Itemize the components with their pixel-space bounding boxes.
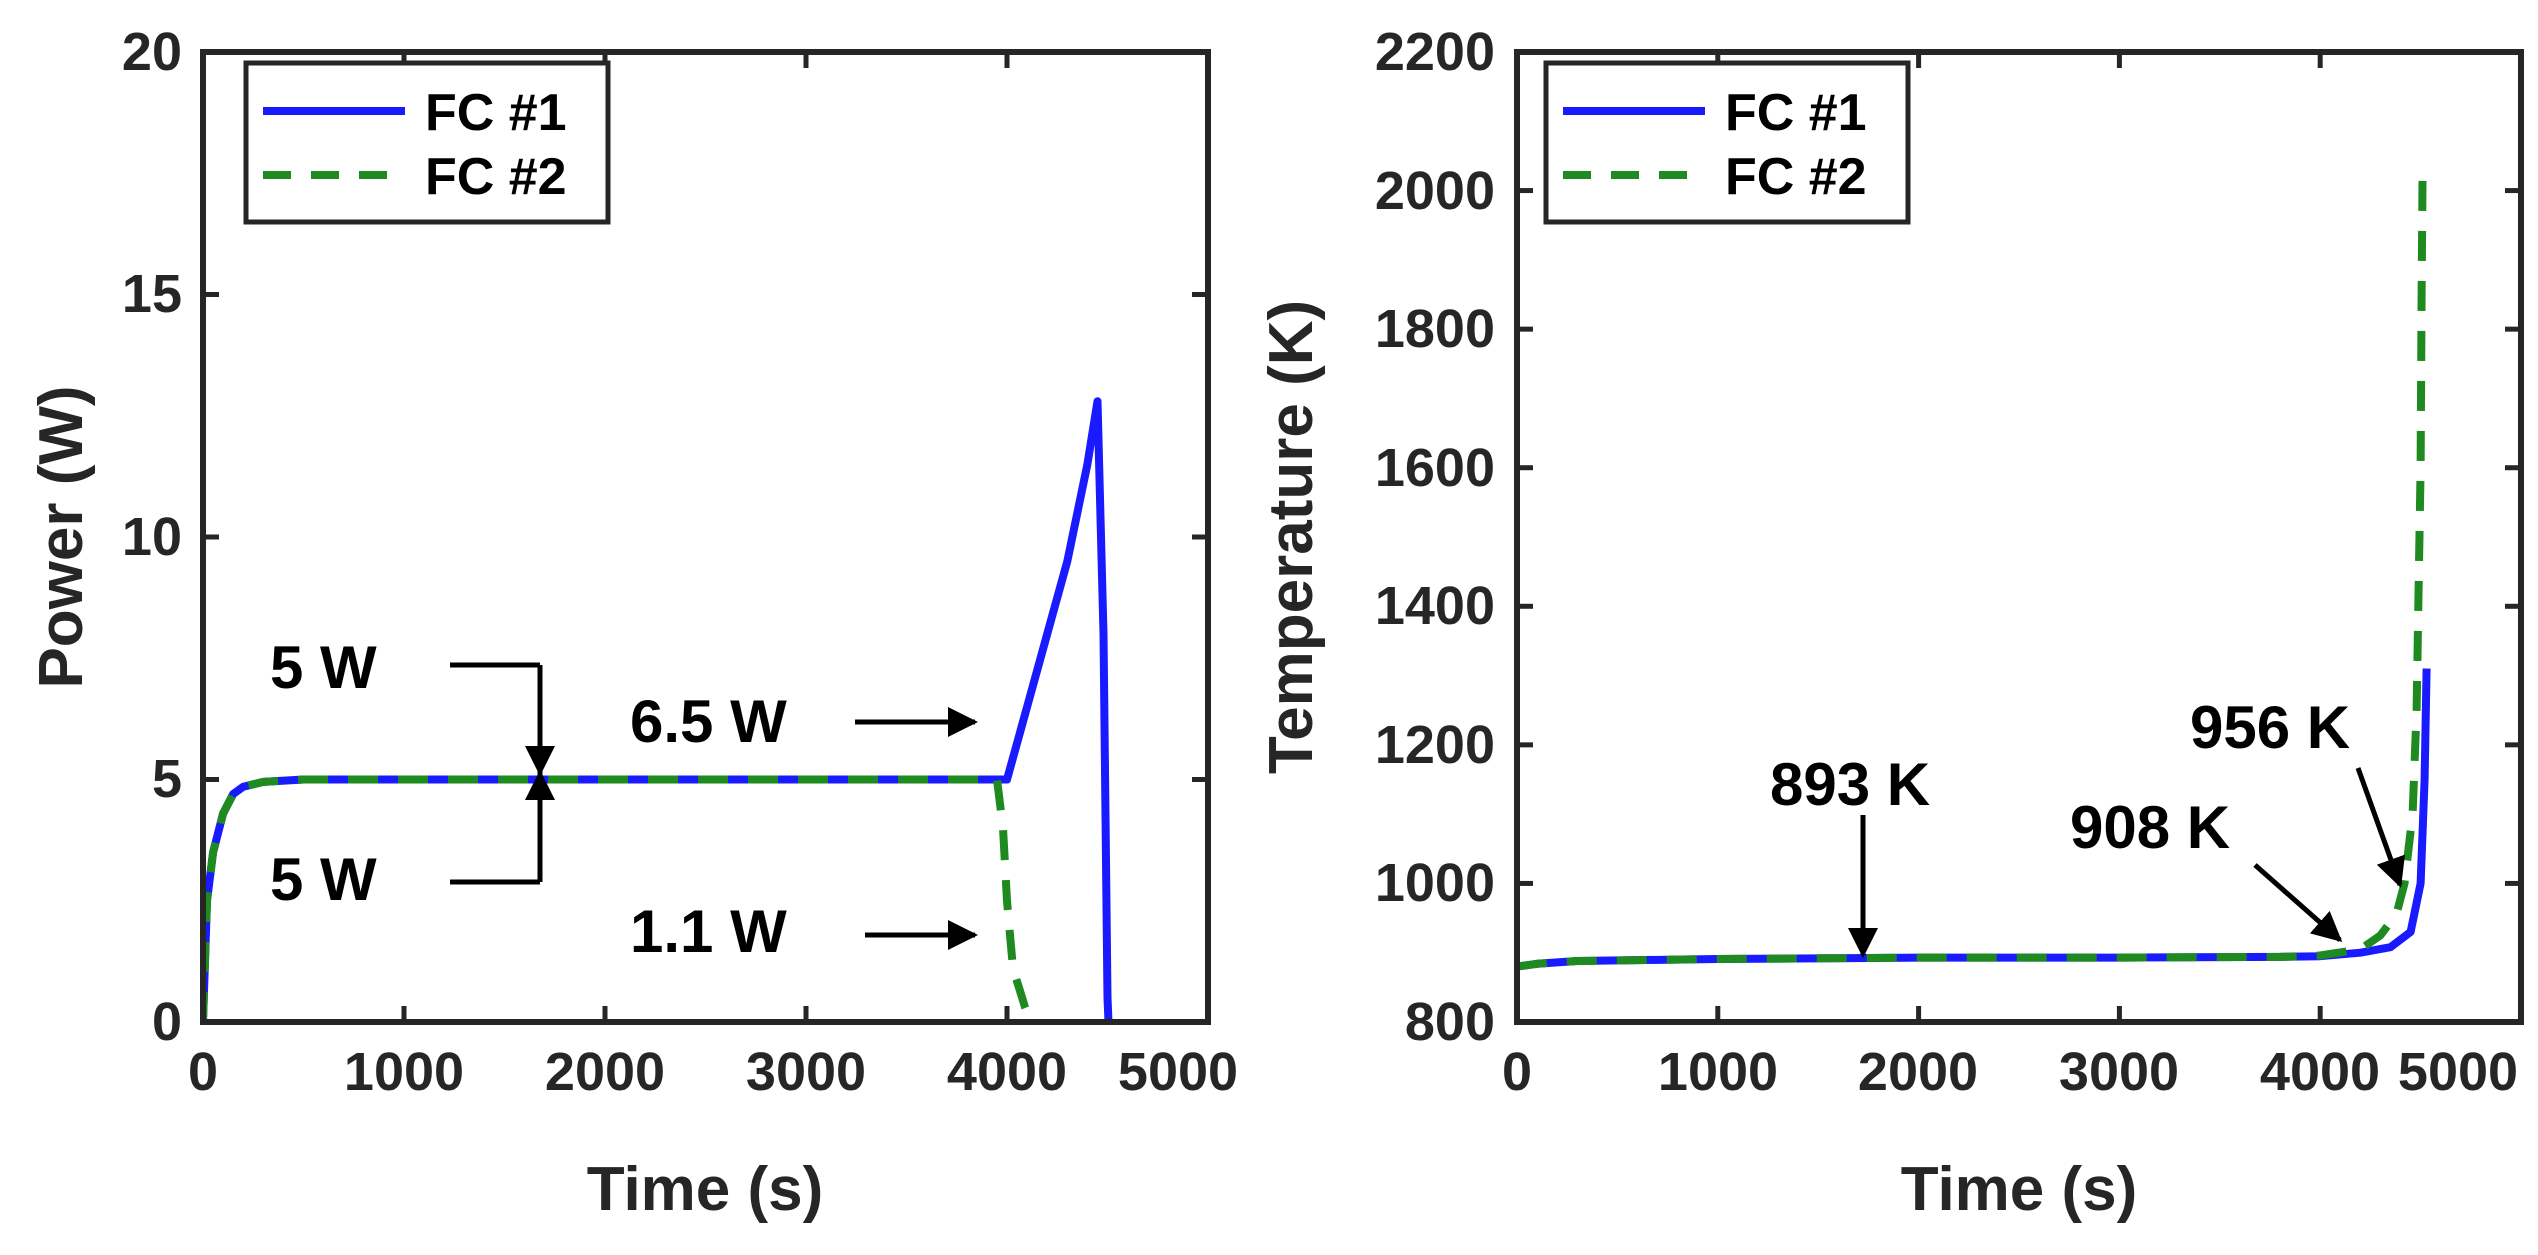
temperature-y-tick-label: 1400 [1375,576,1495,636]
power-y-tick-labels: 0 5 10 15 20 [122,22,182,1052]
power-y-axis-label: Power (W) [27,385,96,688]
power-chart: 0 1000 2000 3000 4000 5000 0 5 10 15 20 … [27,22,1238,1224]
power-x-tick-label: 0 [188,1042,218,1102]
temperature-y-tick-label: 1200 [1375,715,1495,775]
power-annotation-label: 5 W [270,846,377,913]
temperature-x-tick-label: 0 [1502,1042,1532,1102]
temperature-legend-label-fc1: FC #1 [1725,84,1867,142]
power-axes-box [200,49,1211,1025]
temperature-x-tick-labels: 0 1000 2000 3000 4000 5000 [1502,1042,2518,1102]
power-annotations: 5 W 5 W 6.5 W 1.1 W [270,634,978,965]
temperature-x-tick-label: 5000 [2398,1042,2518,1102]
power-x-tick-label: 2000 [545,1042,665,1102]
power-legend: FC #1 FC #2 [243,60,611,225]
power-x-tick-label: 3000 [746,1042,866,1102]
power-series [203,397,1113,1022]
temperature-annotations: 893 K 956 K 908 K [1770,694,2405,958]
power-x-tick-label: 5000 [1118,1042,1238,1102]
temperature-y-tick-label: 2000 [1375,161,1495,221]
power-annotation-label: 5 W [270,634,377,701]
temperature-series [1517,169,2431,971]
temperature-legend-label-fc2: FC #2 [1725,148,1867,206]
temperature-axes-box [1514,49,2524,1025]
power-y-tick-label: 0 [152,992,182,1052]
temperature-y-axis-label: Temperature (K) [1257,300,1326,774]
temperature-y-tick-label: 1000 [1375,853,1495,913]
temperature-series-fc2 [1517,169,2427,971]
power-y-tick-label: 5 [152,749,182,809]
temperature-x-tick-label: 2000 [1858,1042,1978,1102]
temperature-x-tick-label: 4000 [2260,1042,2380,1102]
temperature-y-tick-label: 800 [1405,992,1495,1052]
temperature-annotation-arrow [2253,863,2343,942]
power-x-tick-label: 1000 [344,1042,464,1102]
temperature-annotation-label: 893 K [1770,751,1930,818]
temperature-x-tick-label: 1000 [1658,1042,1778,1102]
temperature-legend-box [1543,60,1911,225]
temperature-annotation-label: 956 K [2190,694,2350,761]
power-legend-box [243,60,611,225]
power-y-tick-label: 15 [122,264,182,324]
temperature-x-tick-label: 3000 [2059,1042,2179,1102]
temperature-series-fc1 [1517,668,2431,971]
power-annotation-label: 6.5 W [630,688,787,755]
power-x-axis-label: Time (s) [587,1155,824,1224]
temperature-y-tick-label: 1800 [1375,299,1495,359]
power-legend-label-fc2: FC #2 [425,148,567,206]
temperature-chart: 0 1000 2000 3000 4000 5000 800 1000 1200… [1257,22,2524,1224]
power-series-fc2 [203,775,1033,1022]
power-y-tick-label: 20 [122,22,182,82]
temperature-legend: FC #1 FC #2 [1543,60,1911,225]
power-x-tick-labels: 0 1000 2000 3000 4000 5000 [188,1042,1238,1102]
power-legend-label-fc1: FC #1 [425,84,567,142]
power-y-tick-label: 10 [122,507,182,567]
temperature-y-tick-labels: 800 1000 1200 1400 1600 1800 2000 2200 [1375,22,1495,1052]
power-x-tick-label: 4000 [947,1042,1067,1102]
power-annotation-label: 1.1 W [630,898,787,965]
temperature-y-tick-label: 2200 [1375,22,1495,82]
temperature-x-axis-label: Time (s) [1901,1155,2138,1224]
temperature-y-tick-label: 1600 [1375,438,1495,498]
temperature-annotation-label: 908 K [2070,794,2230,861]
temperature-annotation-arrow [2355,767,2405,888]
